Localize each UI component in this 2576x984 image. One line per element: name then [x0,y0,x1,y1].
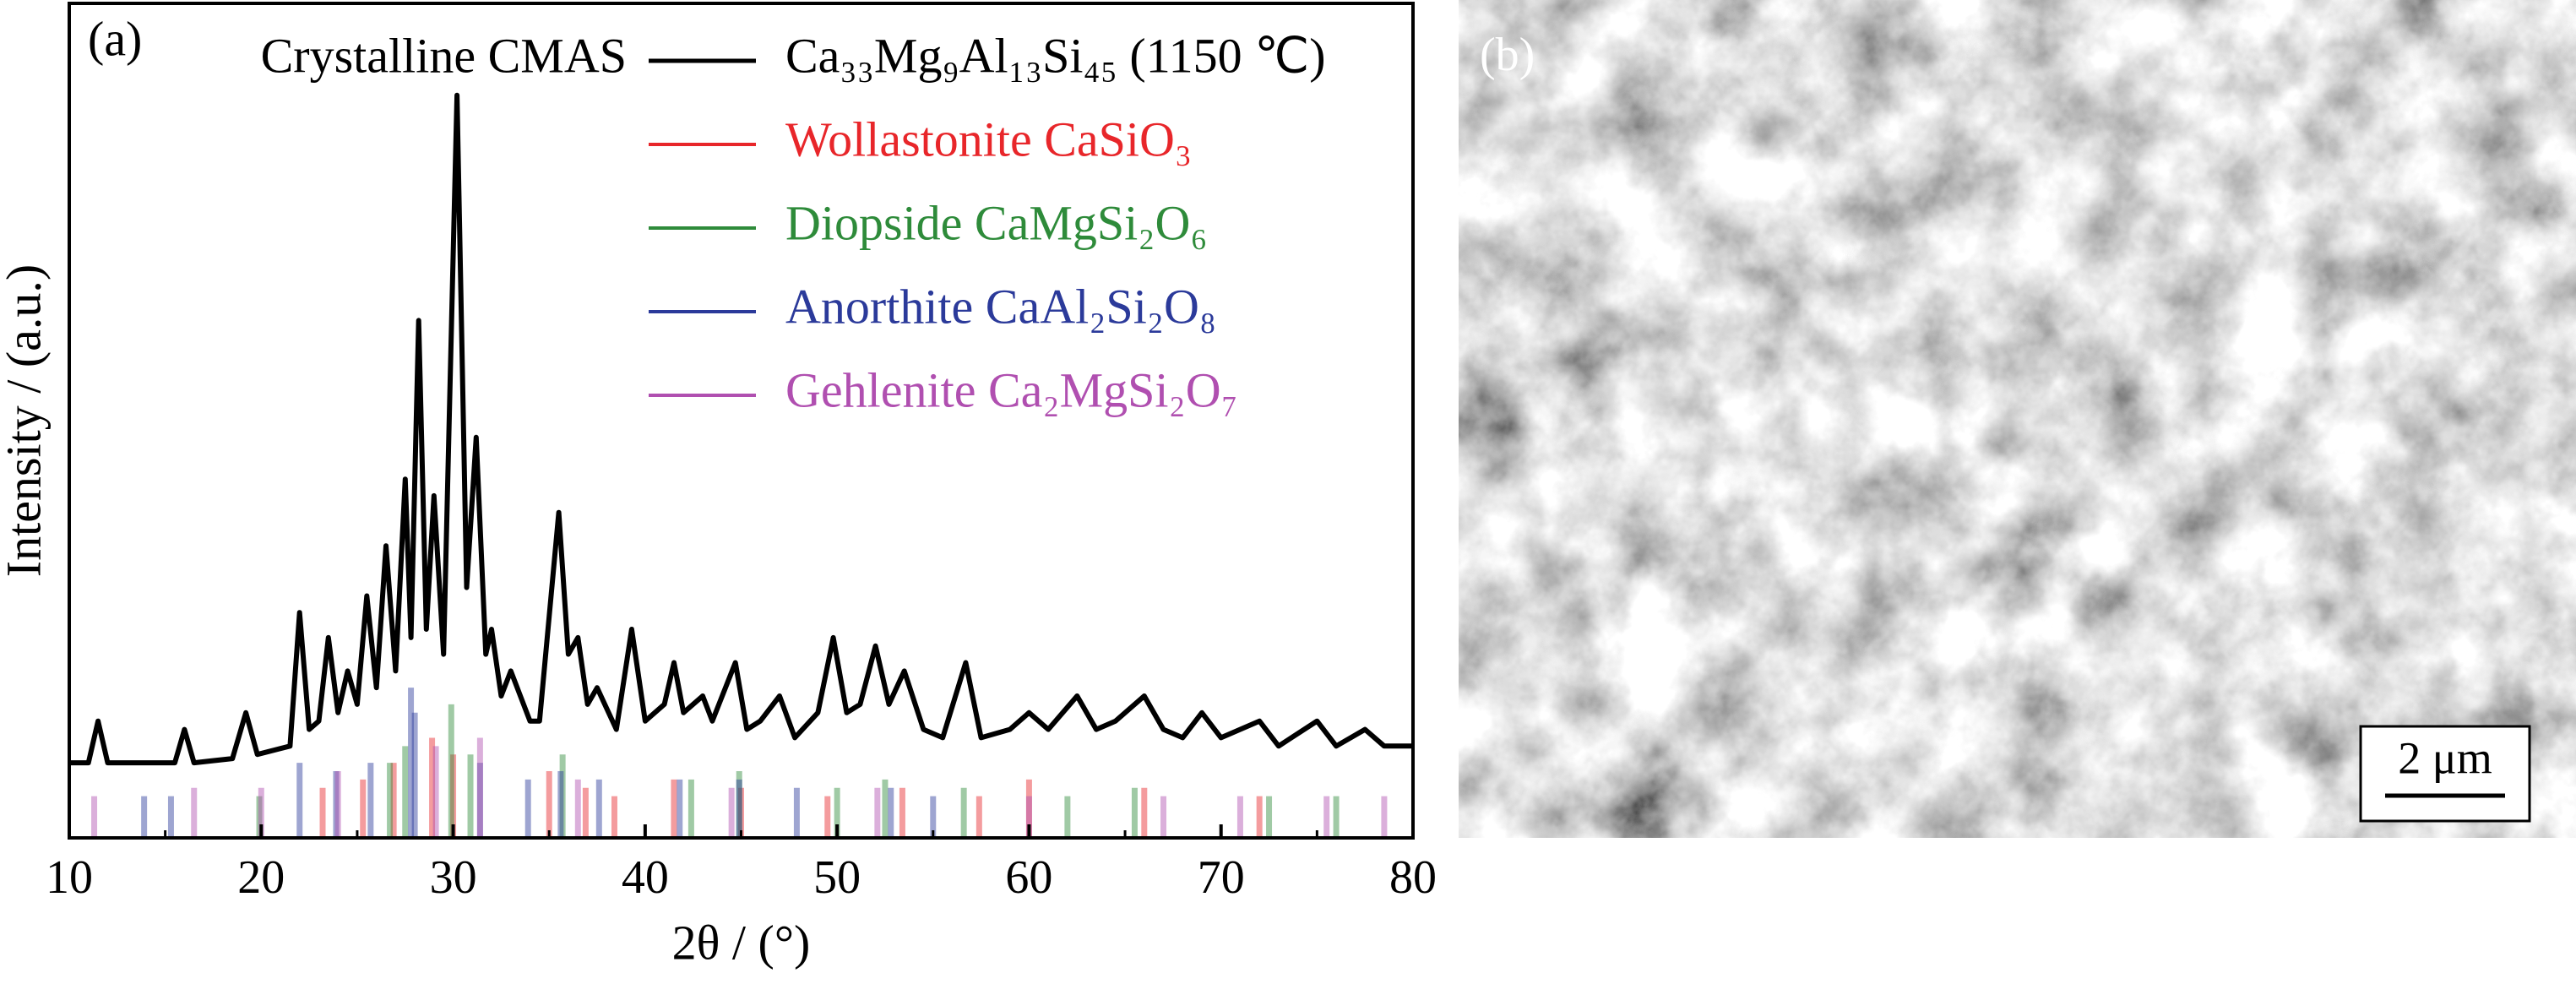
x-tick-label: 50 [813,851,861,904]
panel-label: (b) [1480,29,1535,81]
plot-frame [68,2,1415,840]
legend-label: Ca₃₃Mg₉Al₁₃Si₄₅ (1150 ℃) [785,28,1326,83]
xrd-chart: 10 20 30 40 50 60 70 80 2θ / (°) Intensity / (a.u… [0,2,1437,970]
y-axis-label: Intensity / (a.u.) [0,264,51,577]
x-tick-label: 70 [1198,851,1245,904]
legend-label: Diopside CaMgSi₂O₆ [785,195,1208,250]
x-axis-label: 2θ / (°) [672,915,811,970]
x-tick-label: 10 [46,851,93,904]
x-tick-label: 60 [1005,851,1052,904]
legend-title: Crystalline CMAS [261,28,627,83]
x-tick-label: 80 [1389,851,1437,904]
x-tick-label: 20 [237,851,285,904]
legend-label: Wollastonite CaSiO₃ [785,111,1192,166]
pattern-line [69,92,1413,766]
legend-label: Anorthite CaAl₂Si₂O₈ [785,279,1216,334]
panel-label: (a) [88,11,142,66]
x-tick-label: 30 [430,851,477,904]
x-tick-label: 40 [622,851,669,904]
scale-bar-label: 2 μm [2398,732,2492,783]
legend-label: Gehlenite Ca₂MgSi₂O₇ [785,362,1238,417]
scale-bar-box [2359,725,2531,823]
sem-image [1459,0,2576,838]
